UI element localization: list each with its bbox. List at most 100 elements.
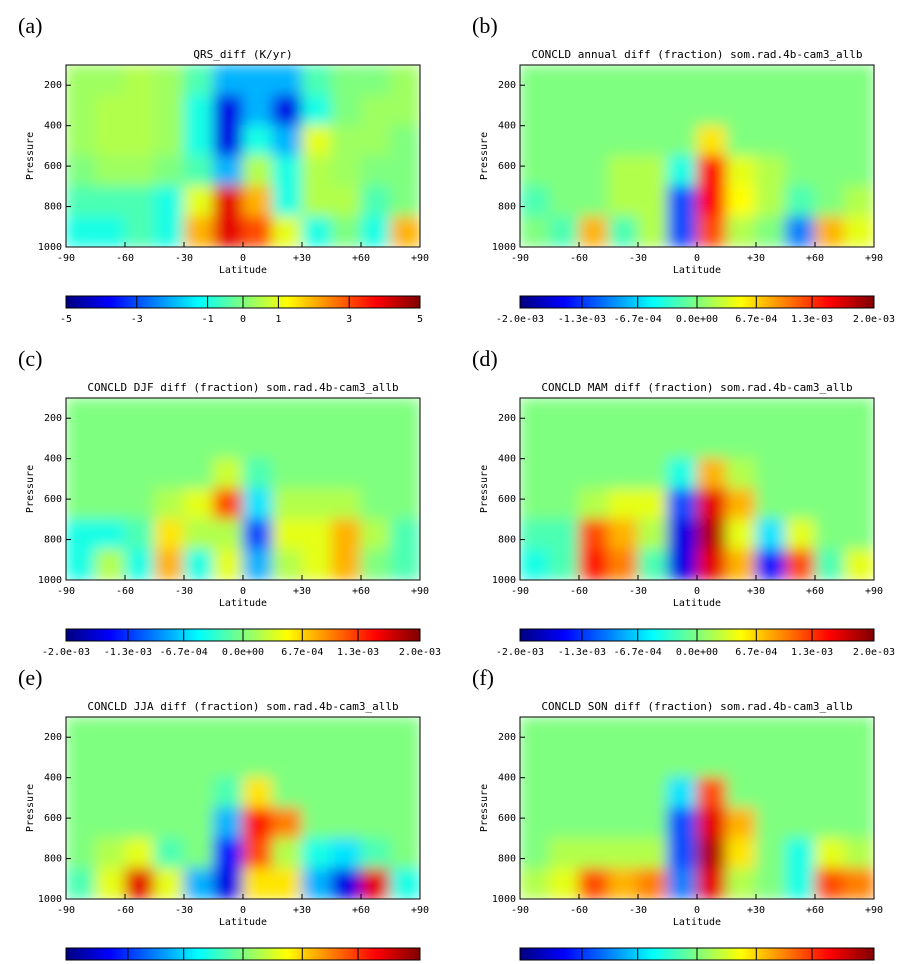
heatmap-cell — [578, 746, 609, 779]
heatmap-cell — [755, 185, 786, 218]
heatmap-cells — [520, 398, 874, 580]
heatmap-cell — [66, 155, 96, 187]
heatmap-cell — [95, 868, 126, 899]
x-axis-label: Latitude — [219, 265, 267, 276]
heatmap-cell — [785, 216, 816, 247]
heatmap-cell — [183, 65, 214, 96]
heatmap-cell — [390, 125, 420, 157]
heatmap-cell — [124, 427, 155, 460]
colorbar-tick-label: -5 — [60, 314, 72, 325]
heatmap-cell — [696, 155, 727, 187]
heatmap-cell — [608, 837, 639, 870]
y-tick-label: 800 — [44, 535, 62, 546]
heatmap-cell — [785, 746, 816, 779]
heatmap-cell — [301, 746, 332, 779]
heatmap-cell — [608, 488, 639, 520]
heatmap-cell — [183, 427, 214, 460]
heatmap-cell — [726, 777, 757, 809]
heatmap-cell — [124, 868, 155, 899]
heatmap-cell — [637, 216, 668, 247]
heatmap-cell — [667, 155, 698, 187]
heatmap-cell — [360, 807, 391, 839]
y-tick-label: 200 — [44, 413, 62, 424]
heatmap-cell — [124, 837, 155, 870]
heatmap-cell — [578, 185, 609, 218]
y-axis-label: Pressure — [25, 132, 36, 180]
y-tick-label: 400 — [44, 454, 62, 465]
heatmap-cell — [667, 868, 698, 899]
heatmap-cell — [272, 427, 303, 460]
heatmap-cell — [331, 488, 362, 520]
heatmap-cell — [520, 216, 550, 247]
x-tick-label: 0 — [240, 905, 246, 916]
heatmap-cell — [549, 65, 580, 96]
heatmap-cell — [242, 777, 273, 809]
heatmap-cell — [95, 549, 126, 580]
heatmap-cell — [549, 868, 580, 899]
heatmap-cell — [154, 65, 185, 96]
colorbar-tick-label: 2.0e-03 — [853, 647, 895, 658]
heatmap-cell — [755, 549, 786, 580]
heatmap-cell — [696, 518, 727, 551]
heatmap-cell — [360, 398, 391, 429]
heatmap-cell — [608, 868, 639, 899]
heatmap-cell — [844, 185, 874, 218]
heatmap-cell — [66, 216, 96, 247]
heatmap-cell — [814, 837, 845, 870]
heatmap-cell — [696, 488, 727, 520]
heatmap-cell — [755, 717, 786, 748]
heatmap-cell — [578, 777, 609, 809]
heatmap-cell — [637, 868, 668, 899]
heatmap-cell — [637, 185, 668, 218]
x-tick-label: +90 — [411, 586, 429, 597]
heatmap-cell — [549, 155, 580, 187]
x-axis-label: Latitude — [673, 265, 721, 276]
heatmap-cell — [608, 398, 639, 429]
heatmap-cell — [242, 549, 273, 580]
heatmap-cell — [520, 65, 550, 96]
heatmap-cell — [95, 185, 126, 218]
heatmap-cell — [726, 868, 757, 899]
y-tick-label: 600 — [498, 161, 516, 172]
heatmap-cell — [154, 777, 185, 809]
y-tick-label: 800 — [44, 202, 62, 213]
heatmap-cell — [844, 216, 874, 247]
heatmap-cell — [331, 868, 362, 899]
heatmap-cell — [213, 746, 244, 779]
heatmap-cell — [95, 746, 126, 779]
heatmap-cell — [608, 518, 639, 551]
colorbar-tick-label: -2.0e-03 — [496, 314, 544, 325]
heatmap-cell — [608, 717, 639, 748]
colorbar-tick-label: -6.7e-04 — [160, 647, 208, 658]
colorbar-tick-label: -1.3e-03 — [558, 314, 606, 325]
heatmap-cell — [755, 458, 786, 490]
heatmap-cell — [667, 427, 698, 460]
colorbar-tick-label: 2.0e-03 — [853, 314, 895, 325]
heatmap-cell — [578, 458, 609, 490]
heatmap-cell — [242, 458, 273, 490]
heatmap-cell — [331, 777, 362, 809]
heatmap-cell — [578, 427, 609, 460]
heatmap-cell — [637, 746, 668, 779]
colorbar-tick-label: 0 — [240, 314, 246, 325]
heatmap-cell — [844, 868, 874, 899]
heatmap-cell — [814, 488, 845, 520]
heatmap-cell — [331, 155, 362, 187]
colorbar-tick-label: 6.7e-04 — [735, 647, 777, 658]
x-tick-label: -60 — [116, 905, 134, 916]
heatmap-cell — [390, 868, 420, 899]
heatmap-cell — [814, 185, 845, 218]
heatmap-cell — [814, 549, 845, 580]
heatmap-cell — [390, 518, 420, 551]
heatmap-cell — [755, 216, 786, 247]
heatmap-cell — [213, 518, 244, 551]
heatmap-cell — [844, 777, 874, 809]
heatmap-cell — [814, 427, 845, 460]
heatmap-cell — [390, 807, 420, 839]
heatmap-cell — [66, 458, 96, 490]
y-tick-label: 800 — [498, 854, 516, 865]
heatmap-cell — [213, 549, 244, 580]
heatmap-cell — [696, 746, 727, 779]
heatmap-cell — [213, 65, 244, 96]
y-tick-label: 400 — [498, 454, 516, 465]
